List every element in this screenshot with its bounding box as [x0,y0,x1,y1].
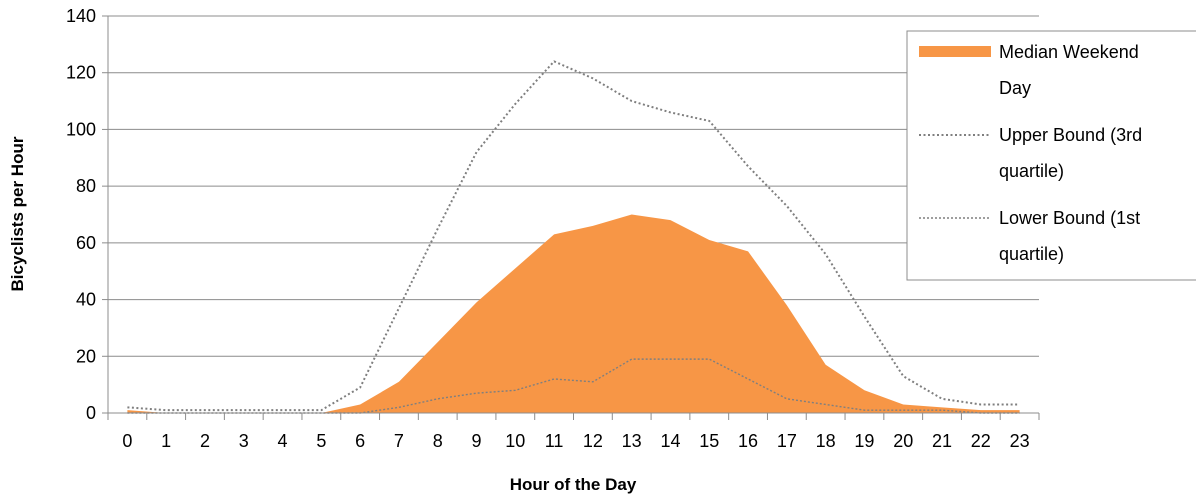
legend-label-median-line2: Day [999,78,1031,98]
x-tick-label-14: 14 [660,431,680,451]
x-tick-labels: 0 1 2 3 4 5 6 7 8 9 10 11 12 13 14 15 16 17 18 19 20 21 22 23 [122,431,1029,451]
y-tick-labels: 0 20 40 60 80 100 120 140 [66,6,96,423]
x-tick-label-23: 23 [1010,431,1030,451]
y-tick-label-0: 0 [86,403,96,423]
legend-label-median-line1: Median Weekend [999,42,1139,62]
x-tick-label-19: 19 [854,431,874,451]
x-tick-label-9: 9 [472,431,482,451]
x-tick-label-16: 16 [738,431,758,451]
legend: Median Weekend Day Upper Bound (3rd quar… [906,30,1196,281]
legend-label-lower-line1: Lower Bound (1st [999,208,1140,228]
x-tick-label-6: 6 [355,431,365,451]
legend-label-upper-line2: quartile) [999,161,1064,181]
series-line-1 [127,60,1020,412]
x-tick-label-15: 15 [699,431,719,451]
y-tick-label-60: 60 [76,233,96,253]
x-tick-label-13: 13 [622,431,642,451]
x-tick-label-7: 7 [394,431,404,451]
legend-swatch-median [919,46,991,57]
legend-label-lower-line2: quartile) [999,244,1064,264]
series-area-0 [127,214,1020,413]
x-tick-label-21: 21 [932,431,952,451]
x-tick-label-11: 11 [545,431,564,451]
y-tick-label-80: 80 [76,176,96,196]
legend-box [906,30,1196,281]
x-tick-label-4: 4 [278,431,288,451]
x-axis-title: Hour of the Day [510,475,637,494]
x-tick-label-17: 17 [777,431,797,451]
x-tick-label-12: 12 [583,431,603,451]
x-tick-label-5: 5 [316,431,326,451]
x-tick-label-3: 3 [239,431,249,451]
x-tick-label-22: 22 [971,431,991,451]
y-tick-label-120: 120 [66,63,96,83]
y-axis-title: Bicyclists per Hour [8,136,27,291]
median-area-layer [127,214,1020,413]
y-tick-label-40: 40 [76,290,96,310]
x-tick-label-18: 18 [816,431,836,451]
axes [102,15,1040,420]
y-tick-label-20: 20 [76,346,96,366]
x-tick-label-20: 20 [893,431,913,451]
y-tick-label-140: 140 [66,6,96,26]
x-tick-label-1: 1 [161,431,171,451]
x-tick-label-0: 0 [122,431,132,451]
x-tick-label-8: 8 [433,431,443,451]
legend-label-upper-line1: Upper Bound (3rd [999,125,1142,145]
x-tick-label-2: 2 [200,431,210,451]
x-tick-label-10: 10 [505,431,525,451]
y-tick-label-100: 100 [66,119,96,139]
